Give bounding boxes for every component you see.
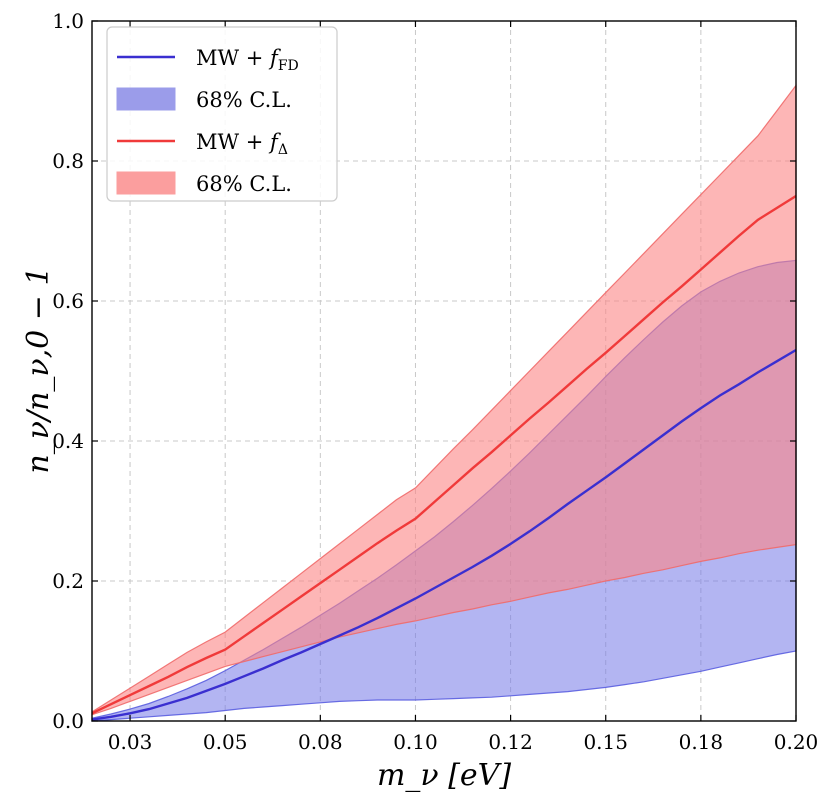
x-tick-label: 0.18 [679, 730, 724, 754]
y-tick-label: 0.8 [52, 149, 84, 173]
y-axis-title: n_ν/n_ν,0 − 1 [21, 266, 56, 473]
y-tick-label: 0.0 [52, 709, 84, 733]
x-tick-label: 0.08 [298, 730, 343, 754]
legend-box [106, 26, 338, 202]
line-delta [91, 194, 797, 715]
x-tick-label: 0.20 [774, 730, 819, 754]
x-axis-title: m_ν [eV] [377, 758, 511, 793]
line-fd [91, 348, 797, 721]
legend-label: 68% C.L. [196, 88, 292, 112]
x-tick-label: 0.05 [203, 730, 248, 754]
plot-frame [91, 20, 797, 722]
y-tick-label: 1.0 [52, 9, 84, 33]
x-tick-label: 0.10 [393, 730, 438, 754]
x-tick-label: 0.03 [108, 730, 153, 754]
y-tick-label: 0.2 [52, 569, 84, 593]
y-tick-label: 0.6 [52, 289, 84, 313]
legend: MW + fFD 68% C.L. MW + fΔ 68% C.L. [106, 26, 338, 202]
legend-label: MW + fFD [196, 46, 299, 74]
series-lines [91, 194, 797, 721]
x-tick-label: 0.15 [583, 730, 628, 754]
legend-band-swatch [116, 171, 176, 195]
legend-label: 68% C.L. [196, 172, 292, 196]
legend-label: MW + fΔ [196, 130, 288, 158]
y-tick-label: 0.4 [52, 429, 84, 453]
x-tick-label: 0.12 [488, 730, 533, 754]
legend-band-swatch [116, 87, 176, 111]
axis-ticks: 0.03 0.05 0.08 0.10 0.12 0.15 0.18 0.20 0.0 0.2 0.… [52, 9, 818, 754]
